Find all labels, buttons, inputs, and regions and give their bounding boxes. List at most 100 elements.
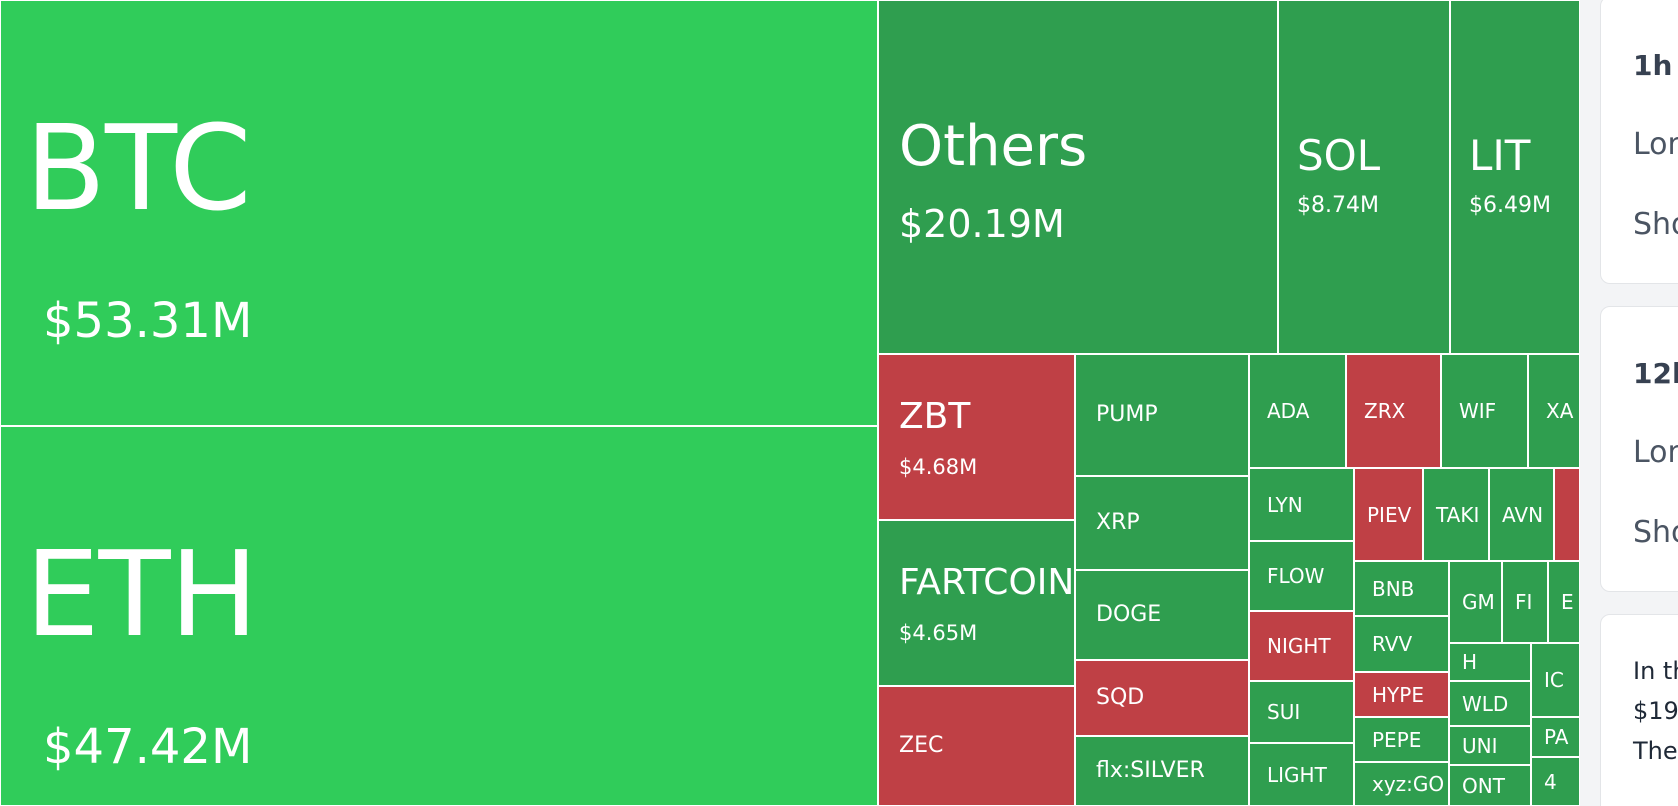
tile-btc[interactable]: BTC $53.31M xyxy=(0,0,878,426)
tile-sqd[interactable]: SQD xyxy=(1075,660,1249,736)
tile-symbol: WLD xyxy=(1462,691,1509,716)
card-12h-short: Sho xyxy=(1633,515,1678,550)
tile-ont[interactable]: ONT xyxy=(1449,765,1531,806)
tile-taki[interactable]: TAKI xyxy=(1423,468,1489,561)
liquidation-treemap: BTC $53.31M ETH $47.42M Others $20.19M SOL $8.7… xyxy=(0,0,1580,806)
tile-symbol: LYN xyxy=(1267,492,1303,517)
tile-lit[interactable]: LIT $6.49M xyxy=(1450,0,1580,354)
tile-sol[interactable]: SOL $8.74M xyxy=(1278,0,1450,354)
card-summary: In th $19 The xyxy=(1600,614,1678,806)
tile-symbol: UNI xyxy=(1462,733,1498,758)
tile-wld[interactable]: WLD xyxy=(1449,681,1531,726)
tile-symbol: IC xyxy=(1544,668,1564,692)
tile-xyz-go[interactable]: xyz:GO xyxy=(1354,762,1449,806)
tile-uni[interactable]: UNI xyxy=(1449,726,1531,765)
tile-value: $53.31M xyxy=(43,293,253,349)
tile-flx-silver[interactable]: flx:SILVER xyxy=(1075,736,1249,806)
tile-pump[interactable]: PUMP xyxy=(1075,354,1249,476)
tile-symbol: BNB xyxy=(1372,576,1415,601)
tile-symbol: LIT xyxy=(1469,131,1531,180)
summary-line-2: $19 xyxy=(1633,697,1678,725)
tile-flow[interactable]: FLOW xyxy=(1249,541,1354,611)
tile-symbol: SOL xyxy=(1297,131,1381,180)
card-1h-long: Lon xyxy=(1633,127,1678,162)
tile-symbol: FI xyxy=(1515,590,1533,614)
tile-value: $4.65M xyxy=(899,621,978,645)
tile-symbol: 4 xyxy=(1544,769,1557,794)
tile-avn[interactable]: AVN xyxy=(1489,468,1554,561)
tile-symbol: PEPE xyxy=(1372,727,1422,752)
side-panel: 1h Lon Sho 12h Lon Sho In th $19 The xyxy=(1580,0,1678,806)
tile-piev[interactable]: PIEV xyxy=(1354,468,1423,561)
card-1h-short: Sho xyxy=(1633,207,1678,242)
card-12h-title: 12h xyxy=(1633,357,1678,390)
tile-value: $47.42M xyxy=(43,719,253,775)
tile-xa[interactable]: XA xyxy=(1528,354,1580,468)
tile-rvv[interactable]: RVV xyxy=(1354,616,1449,672)
tile-zec[interactable]: ZEC xyxy=(878,686,1075,806)
tile-symbol: XRP xyxy=(1096,510,1140,535)
tile-e[interactable]: E xyxy=(1548,561,1580,643)
tile-pa[interactable]: PA xyxy=(1531,717,1580,757)
card-12h-long: Lon xyxy=(1633,435,1678,470)
tile-symbol: LIGHT xyxy=(1267,762,1327,787)
tile-h[interactable]: H xyxy=(1449,643,1531,681)
tile-value: $6.49M xyxy=(1469,193,1551,218)
tile-symbol: RVV xyxy=(1372,632,1413,656)
tile-symbol: PIEV xyxy=(1367,502,1412,527)
tile-light[interactable]: LIGHT xyxy=(1249,743,1354,806)
tile-symbol: NIGHT xyxy=(1267,634,1331,658)
tile-gm[interactable]: GM xyxy=(1449,561,1502,643)
tile-symbol: Others xyxy=(899,114,1088,179)
tile-symbol: E xyxy=(1561,590,1574,614)
tile-symbol: FARTCOIN xyxy=(899,562,1075,603)
tile-bnb[interactable]: BNB xyxy=(1354,561,1449,616)
tile-symbol: SUI xyxy=(1267,700,1301,724)
tile-fi[interactable]: FI xyxy=(1502,561,1548,643)
summary-line-3: The xyxy=(1633,737,1678,765)
tile-symbol: H xyxy=(1462,650,1478,674)
tile-others[interactable]: Others $20.19M xyxy=(878,0,1278,354)
tile-symbol: xyz:GO xyxy=(1372,772,1445,796)
tile-ada[interactable]: ADA xyxy=(1249,354,1346,468)
tile-value: $20.19M xyxy=(899,202,1065,246)
tile-symbol: DOGE xyxy=(1096,602,1162,627)
tile-symbol: BTC xyxy=(25,99,252,237)
tile-symbol: WIF xyxy=(1459,399,1497,423)
tile-symbol: ETH xyxy=(25,525,258,663)
tile-value: $4.68M xyxy=(899,455,978,479)
tile-xrp[interactable]: XRP xyxy=(1075,476,1249,570)
card-12h: 12h Lon Sho xyxy=(1600,306,1678,592)
tile-unlabeled-25[interactable] xyxy=(1554,468,1580,561)
tile-symbol: flx:SILVER xyxy=(1096,758,1205,783)
tile-sui[interactable]: SUI xyxy=(1249,681,1354,743)
tile-symbol: ADA xyxy=(1267,399,1310,423)
tile-wif[interactable]: WIF xyxy=(1441,354,1528,468)
tile-4[interactable]: 4 xyxy=(1531,757,1580,806)
tile-symbol: PA xyxy=(1544,725,1569,749)
tile-night[interactable]: NIGHT xyxy=(1249,611,1354,681)
card-1h: 1h Lon Sho xyxy=(1600,0,1678,284)
tile-fartcoin[interactable]: FARTCOIN $4.65M xyxy=(878,520,1075,686)
tile-symbol: FLOW xyxy=(1267,564,1325,588)
tile-doge[interactable]: DOGE xyxy=(1075,570,1249,660)
tile-symbol: XA xyxy=(1546,399,1574,423)
tile-symbol: ONT xyxy=(1462,773,1505,798)
tile-symbol: ZBT xyxy=(899,396,971,437)
tile-value: $8.74M xyxy=(1297,193,1379,218)
tile-zbt[interactable]: ZBT $4.68M xyxy=(878,354,1075,520)
tile-hype[interactable]: HYPE xyxy=(1354,672,1449,717)
tile-eth[interactable]: ETH $47.42M xyxy=(0,426,878,806)
tile-pepe[interactable]: PEPE xyxy=(1354,717,1449,762)
tile-lyn[interactable]: LYN xyxy=(1249,468,1354,541)
tile-symbol: PUMP xyxy=(1096,402,1158,427)
tile-symbol: SQD xyxy=(1096,685,1145,710)
tile-symbol: GM xyxy=(1462,590,1495,614)
tile-symbol: HYPE xyxy=(1372,682,1424,707)
tile-symbol: ZRX xyxy=(1364,399,1406,423)
card-1h-title: 1h xyxy=(1633,49,1673,82)
summary-line-1: In th xyxy=(1633,657,1678,685)
tile-ic[interactable]: IC xyxy=(1531,643,1580,717)
tile-zrx[interactable]: ZRX xyxy=(1346,354,1441,468)
tile-symbol: AVN xyxy=(1502,502,1544,527)
